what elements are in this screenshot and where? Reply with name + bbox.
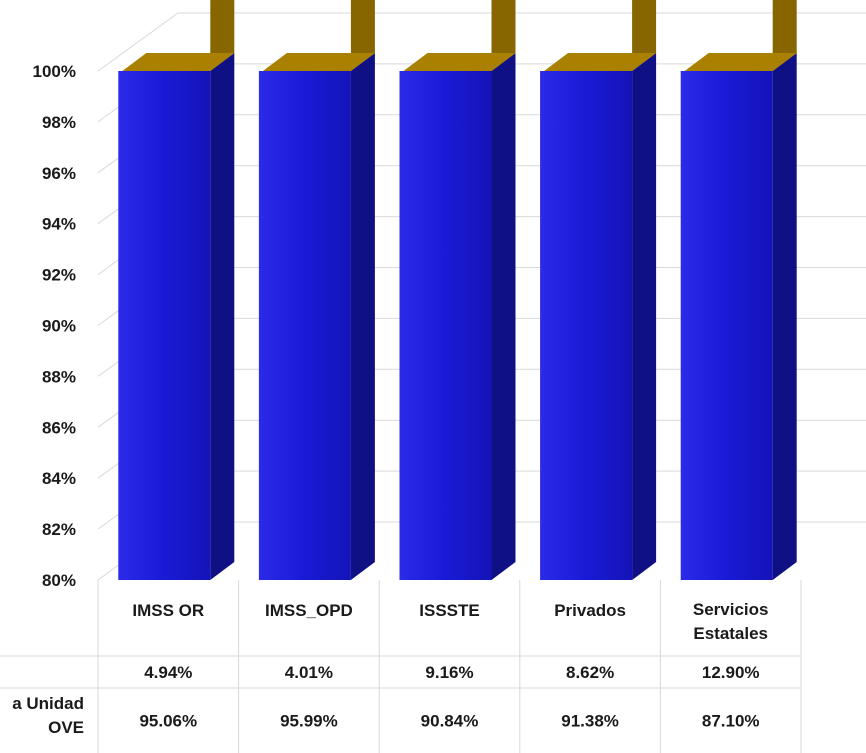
table-value: 95.99% — [280, 712, 338, 731]
bar-top — [122, 53, 235, 71]
category-label: Servicios Estatales — [693, 600, 769, 643]
bar-stack — [680, 0, 797, 580]
bar-stack — [118, 0, 235, 580]
y-tick-label: 82% — [42, 520, 76, 539]
bars — [118, 0, 797, 580]
bar-side — [772, 53, 797, 580]
y-tick-label: 96% — [42, 164, 76, 183]
y-tick-label: 98% — [42, 113, 76, 132]
table-value: 90.84% — [421, 712, 479, 731]
bar-top — [684, 53, 797, 71]
bar-side — [491, 53, 516, 580]
bar-segment — [118, 71, 211, 580]
table-value: 4.01% — [285, 663, 333, 682]
table-value: 95.06% — [139, 712, 197, 731]
table-value: 87.10% — [702, 712, 760, 731]
table-value: 91.38% — [561, 712, 619, 731]
y-tick-label: 80% — [42, 571, 76, 590]
y-tick-label: 94% — [42, 215, 76, 234]
data-table: IMSS OR IMSS_OPD ISSSTE Privados Servicios Es… — [0, 580, 802, 753]
y-tick-label: 88% — [42, 367, 76, 386]
gridline-diagonal — [97, 12, 179, 72]
bar-segment — [258, 71, 351, 580]
bar-top — [403, 53, 516, 71]
y-tick-label: 92% — [42, 266, 76, 285]
bar-segment — [399, 71, 492, 580]
y-tick-label: 84% — [42, 469, 76, 488]
bar-segment — [540, 71, 633, 580]
bar-stack — [258, 0, 375, 580]
bar-side — [210, 53, 235, 580]
series-row-label: a Unidad OVE — [12, 694, 84, 737]
y-tick-label: 86% — [42, 418, 76, 437]
y-tick-label: 90% — [42, 317, 76, 336]
category-label: IMSS_OPD — [265, 601, 353, 620]
bar-side — [632, 53, 657, 580]
y-axis-ticks: 80% 82% 84% 86% 88% 90% 92% 94% 96% 98% 100% — [33, 62, 76, 590]
table-value: 12.90% — [702, 663, 760, 682]
bar-stack — [540, 0, 657, 580]
bar-top — [544, 53, 657, 71]
table-value: 8.62% — [566, 663, 614, 682]
bar-segment — [680, 71, 773, 580]
y-tick-label: 100% — [33, 62, 76, 81]
table-value: 9.16% — [425, 663, 473, 682]
table-value: 4.94% — [144, 663, 192, 682]
bar-stack — [399, 0, 516, 580]
category-label: Privados — [554, 601, 626, 620]
bar-top — [262, 53, 375, 71]
category-label: ISSSTE — [419, 601, 479, 620]
bar-side — [350, 53, 375, 580]
category-label: IMSS OR — [132, 601, 204, 620]
